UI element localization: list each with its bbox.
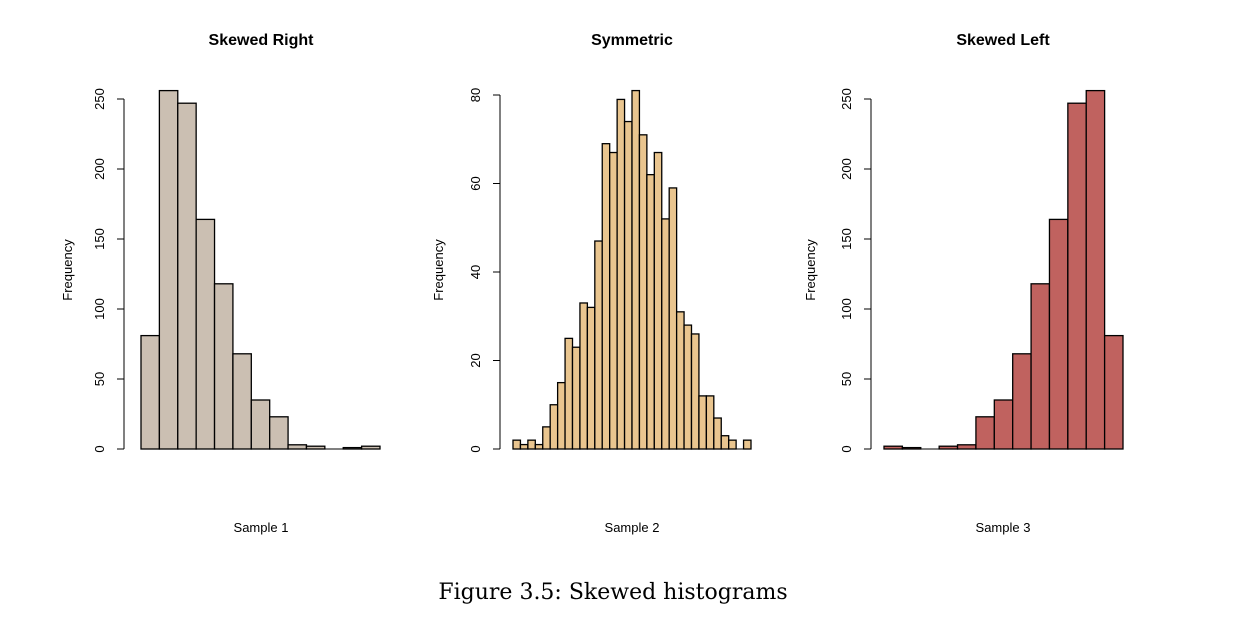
y-axis-label: Frequency bbox=[431, 239, 446, 301]
bar bbox=[195, 218, 216, 450]
y-axis-label: Frequency bbox=[803, 239, 818, 301]
bar bbox=[140, 334, 161, 450]
y-tick-label: 150 bbox=[92, 228, 107, 250]
bar bbox=[901, 446, 922, 450]
y-tick-label: 40 bbox=[468, 265, 483, 279]
bar bbox=[713, 417, 722, 450]
bar bbox=[586, 306, 596, 450]
bar bbox=[527, 439, 536, 450]
bar bbox=[1103, 334, 1124, 450]
bar bbox=[705, 395, 715, 450]
bar bbox=[1085, 89, 1106, 450]
bar bbox=[556, 381, 566, 450]
bar bbox=[653, 151, 663, 450]
bar bbox=[601, 143, 611, 450]
bar bbox=[616, 98, 626, 450]
y-tick-label: 250 bbox=[839, 88, 854, 110]
bar bbox=[661, 218, 670, 450]
bar bbox=[631, 89, 641, 450]
histogram-2: Symmetric Sample 2 Frequency 0 20 40 60 80 bbox=[431, 32, 752, 535]
bar bbox=[883, 445, 904, 450]
x-axis-label: Sample 2 bbox=[605, 520, 660, 535]
y-tick-label: 0 bbox=[92, 445, 107, 452]
bar bbox=[213, 283, 234, 450]
bar bbox=[564, 337, 574, 450]
bar bbox=[993, 399, 1014, 450]
bar bbox=[728, 439, 737, 450]
y-tick-label: 200 bbox=[839, 158, 854, 180]
bar bbox=[742, 439, 752, 450]
y-tick-label: 50 bbox=[92, 372, 107, 386]
y-tick-label: 250 bbox=[92, 88, 107, 110]
bar bbox=[1012, 353, 1032, 450]
bar bbox=[609, 151, 618, 450]
bar bbox=[579, 302, 589, 450]
histogram-3: Skewed Left Sample 3 Frequency 0 50 100 150 200… bbox=[803, 32, 1124, 535]
bar bbox=[646, 173, 655, 450]
bar bbox=[177, 102, 197, 450]
bar bbox=[594, 240, 603, 450]
bar bbox=[623, 120, 633, 450]
y-tick-label: 0 bbox=[839, 445, 854, 452]
y-tick-label: 200 bbox=[92, 158, 107, 180]
bar bbox=[342, 446, 363, 450]
bar bbox=[158, 89, 179, 450]
chart-title: Skewed Right bbox=[209, 32, 315, 49]
bar bbox=[956, 444, 977, 450]
bar bbox=[675, 311, 685, 450]
y-tick-label: 0 bbox=[468, 445, 483, 452]
bar bbox=[549, 404, 559, 450]
y-tick-label: 60 bbox=[468, 176, 483, 190]
bar bbox=[512, 439, 522, 450]
bar bbox=[975, 416, 995, 450]
y-tick-label: 50 bbox=[839, 372, 854, 386]
bar bbox=[683, 324, 693, 450]
bar bbox=[1067, 102, 1087, 450]
y-tick-label: 150 bbox=[839, 228, 854, 250]
y-tick-label: 100 bbox=[839, 298, 854, 320]
bar bbox=[690, 333, 700, 450]
bar bbox=[698, 395, 708, 450]
bar bbox=[938, 445, 959, 450]
bar bbox=[571, 346, 581, 450]
bar bbox=[360, 445, 381, 450]
bar bbox=[250, 399, 271, 450]
bar bbox=[720, 435, 730, 450]
chart-title: Skewed Left bbox=[956, 32, 1050, 49]
bar bbox=[269, 416, 289, 450]
bar bbox=[1030, 283, 1051, 450]
y-axis-label: Frequency bbox=[60, 239, 75, 301]
figure-caption: Figure 3.5: Skewed histograms bbox=[438, 580, 788, 605]
bar bbox=[519, 443, 529, 450]
histogram-1: Skewed Right Sample 1 Frequency 0 50 100 150 20… bbox=[60, 32, 381, 535]
bar bbox=[638, 134, 648, 450]
bar bbox=[668, 187, 678, 450]
bar bbox=[1048, 218, 1069, 450]
bar bbox=[542, 426, 551, 450]
y-tick-label: 100 bbox=[92, 298, 107, 320]
bar bbox=[305, 445, 326, 450]
x-axis-label: Sample 3 bbox=[976, 520, 1031, 535]
bar bbox=[232, 353, 252, 450]
y-tick-label: 20 bbox=[468, 353, 483, 367]
y-tick-label: 80 bbox=[468, 88, 483, 102]
chart-title: Symmetric bbox=[591, 32, 673, 49]
bar bbox=[287, 444, 308, 450]
bar bbox=[534, 443, 544, 450]
x-axis-label: Sample 1 bbox=[234, 520, 289, 535]
